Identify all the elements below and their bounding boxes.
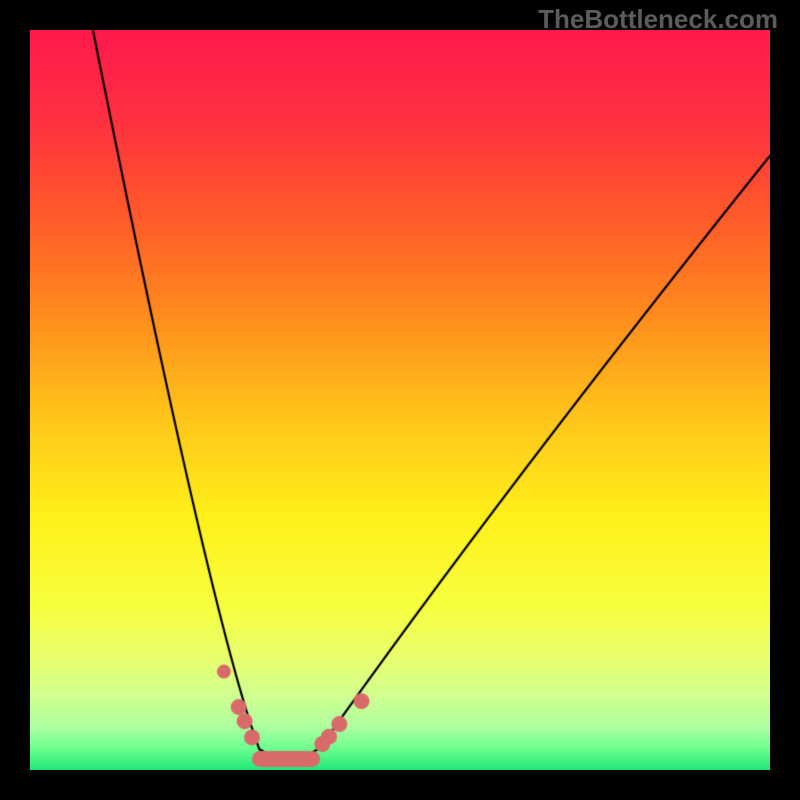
curve-layer: [30, 30, 770, 770]
chart-stage: TheBottleneck.com: [0, 0, 800, 800]
watermark-text: TheBottleneck.com: [538, 4, 778, 35]
